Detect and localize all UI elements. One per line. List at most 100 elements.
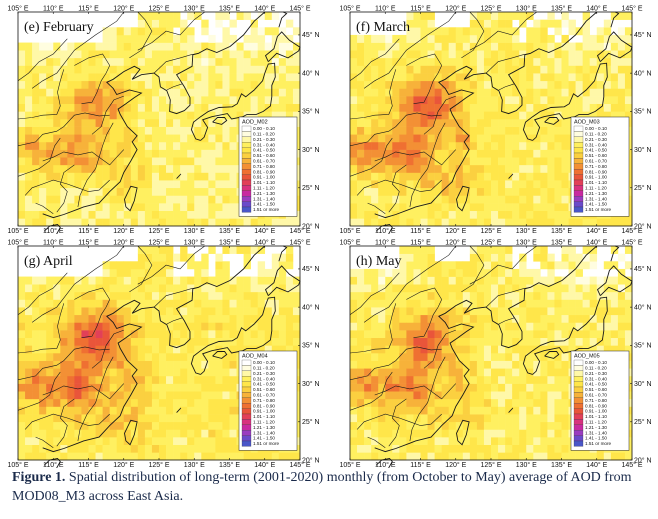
- aod-cell: [561, 126, 569, 135]
- aod-cell: [222, 141, 230, 150]
- lon-tick-label-bottom: 140° E: [254, 461, 275, 468]
- aod-cell: [462, 103, 471, 112]
- aod-cell: [406, 57, 414, 66]
- aod-cell: [483, 444, 492, 453]
- aod-cell: [505, 103, 513, 112]
- aod-cell: [385, 203, 393, 212]
- aod-cell: [434, 157, 442, 166]
- aod-cell: [350, 291, 358, 300]
- aod-cell: [512, 291, 520, 300]
- aod-cell: [441, 218, 449, 227]
- aod-cell: [547, 353, 555, 361]
- aod-cell: [582, 19, 590, 28]
- aod-cell: [441, 187, 449, 196]
- aod-cell: [130, 187, 139, 196]
- aod-cell: [406, 437, 414, 446]
- aod-cell: [243, 452, 251, 461]
- aod-cell: [201, 65, 209, 74]
- aod-cell: [413, 96, 421, 105]
- aod-cell: [413, 19, 421, 28]
- aod-cell: [434, 141, 442, 150]
- aod-cell: [271, 299, 280, 308]
- aod-cell: [88, 437, 96, 446]
- aod-cell: [519, 96, 527, 105]
- aod-cell: [102, 322, 110, 331]
- aod-cell: [512, 218, 520, 227]
- aod-cell: [74, 195, 82, 204]
- aod-cell: [505, 195, 513, 204]
- aod-cell: [60, 337, 68, 346]
- aod-cell: [505, 246, 513, 254]
- aod-cell: [413, 307, 421, 316]
- province-border: [74, 53, 111, 104]
- aod-cell: [271, 103, 280, 112]
- aod-cell: [413, 80, 421, 89]
- aod-cell: [476, 276, 485, 285]
- legend-swatch: [573, 419, 584, 425]
- aod-cell: [187, 330, 195, 339]
- aod-cell: [144, 368, 153, 377]
- aod-cell: [215, 157, 223, 166]
- aod-cell: [434, 195, 442, 204]
- aod-cell: [357, 50, 365, 59]
- aod-cell: [109, 187, 117, 196]
- aod-cell: [95, 141, 103, 150]
- aod-cell: [130, 210, 139, 219]
- legend-swatch: [241, 185, 252, 191]
- aod-cell: [582, 345, 590, 354]
- aod-cell: [144, 398, 153, 407]
- aod-cell: [364, 452, 372, 461]
- aod-cell: [81, 437, 89, 446]
- aod-cell: [208, 157, 216, 166]
- aod-cell: [392, 375, 400, 384]
- aod-cell: [364, 375, 372, 384]
- aod-cell: [151, 253, 160, 262]
- aod-cell: [554, 398, 562, 407]
- aod-cell: [81, 322, 89, 331]
- aod-cell: [32, 210, 40, 219]
- aod-cell: [215, 360, 223, 369]
- aod-cell: [491, 88, 499, 97]
- aod-cell: [519, 291, 527, 300]
- aod-cell: [413, 398, 421, 407]
- aod-cell: [371, 429, 379, 438]
- aod-cell: [483, 80, 492, 89]
- aod-cell: [413, 218, 421, 227]
- aod-cell: [229, 149, 237, 158]
- aod-cell: [476, 406, 485, 415]
- aod-cell: [194, 164, 202, 173]
- aod-cell: [46, 353, 54, 361]
- aod-cell: [554, 360, 562, 369]
- aod-cell: [32, 284, 40, 293]
- aod-cell: [173, 314, 181, 323]
- map-panel-may: 105° E 105° E 110° E 110° E 115° E 115° E 120°…: [336, 238, 656, 468]
- aod-cell: [137, 406, 146, 415]
- province-border: [31, 245, 125, 323]
- aod-cell: [53, 126, 61, 135]
- aod-cell: [194, 141, 202, 150]
- aod-cell: [109, 218, 117, 227]
- aod-cell: [32, 187, 40, 196]
- aod-cell: [278, 307, 287, 316]
- aod-cell: [264, 284, 273, 293]
- aod-cell: [180, 375, 188, 384]
- aod-cell: [116, 34, 125, 43]
- aod-cell: [116, 360, 125, 369]
- aod-cell: [109, 437, 117, 446]
- aod-cell: [413, 187, 421, 196]
- aod-cell: [364, 398, 372, 407]
- aod-cell: [187, 172, 195, 181]
- aod-cell: [413, 330, 421, 339]
- coastline: [485, 11, 598, 115]
- aod-cell: [469, 360, 478, 369]
- aod-cell: [378, 50, 386, 59]
- aod-cell: [364, 42, 372, 51]
- aod-cell: [229, 88, 237, 97]
- aod-cell: [455, 164, 464, 173]
- aod-cell: [102, 268, 110, 277]
- aod-cell: [187, 360, 195, 369]
- aod-cell: [455, 391, 464, 400]
- aod-cell: [95, 360, 103, 369]
- lon-tick-label-top: 145° E: [289, 239, 310, 247]
- aod-cell: [533, 172, 541, 181]
